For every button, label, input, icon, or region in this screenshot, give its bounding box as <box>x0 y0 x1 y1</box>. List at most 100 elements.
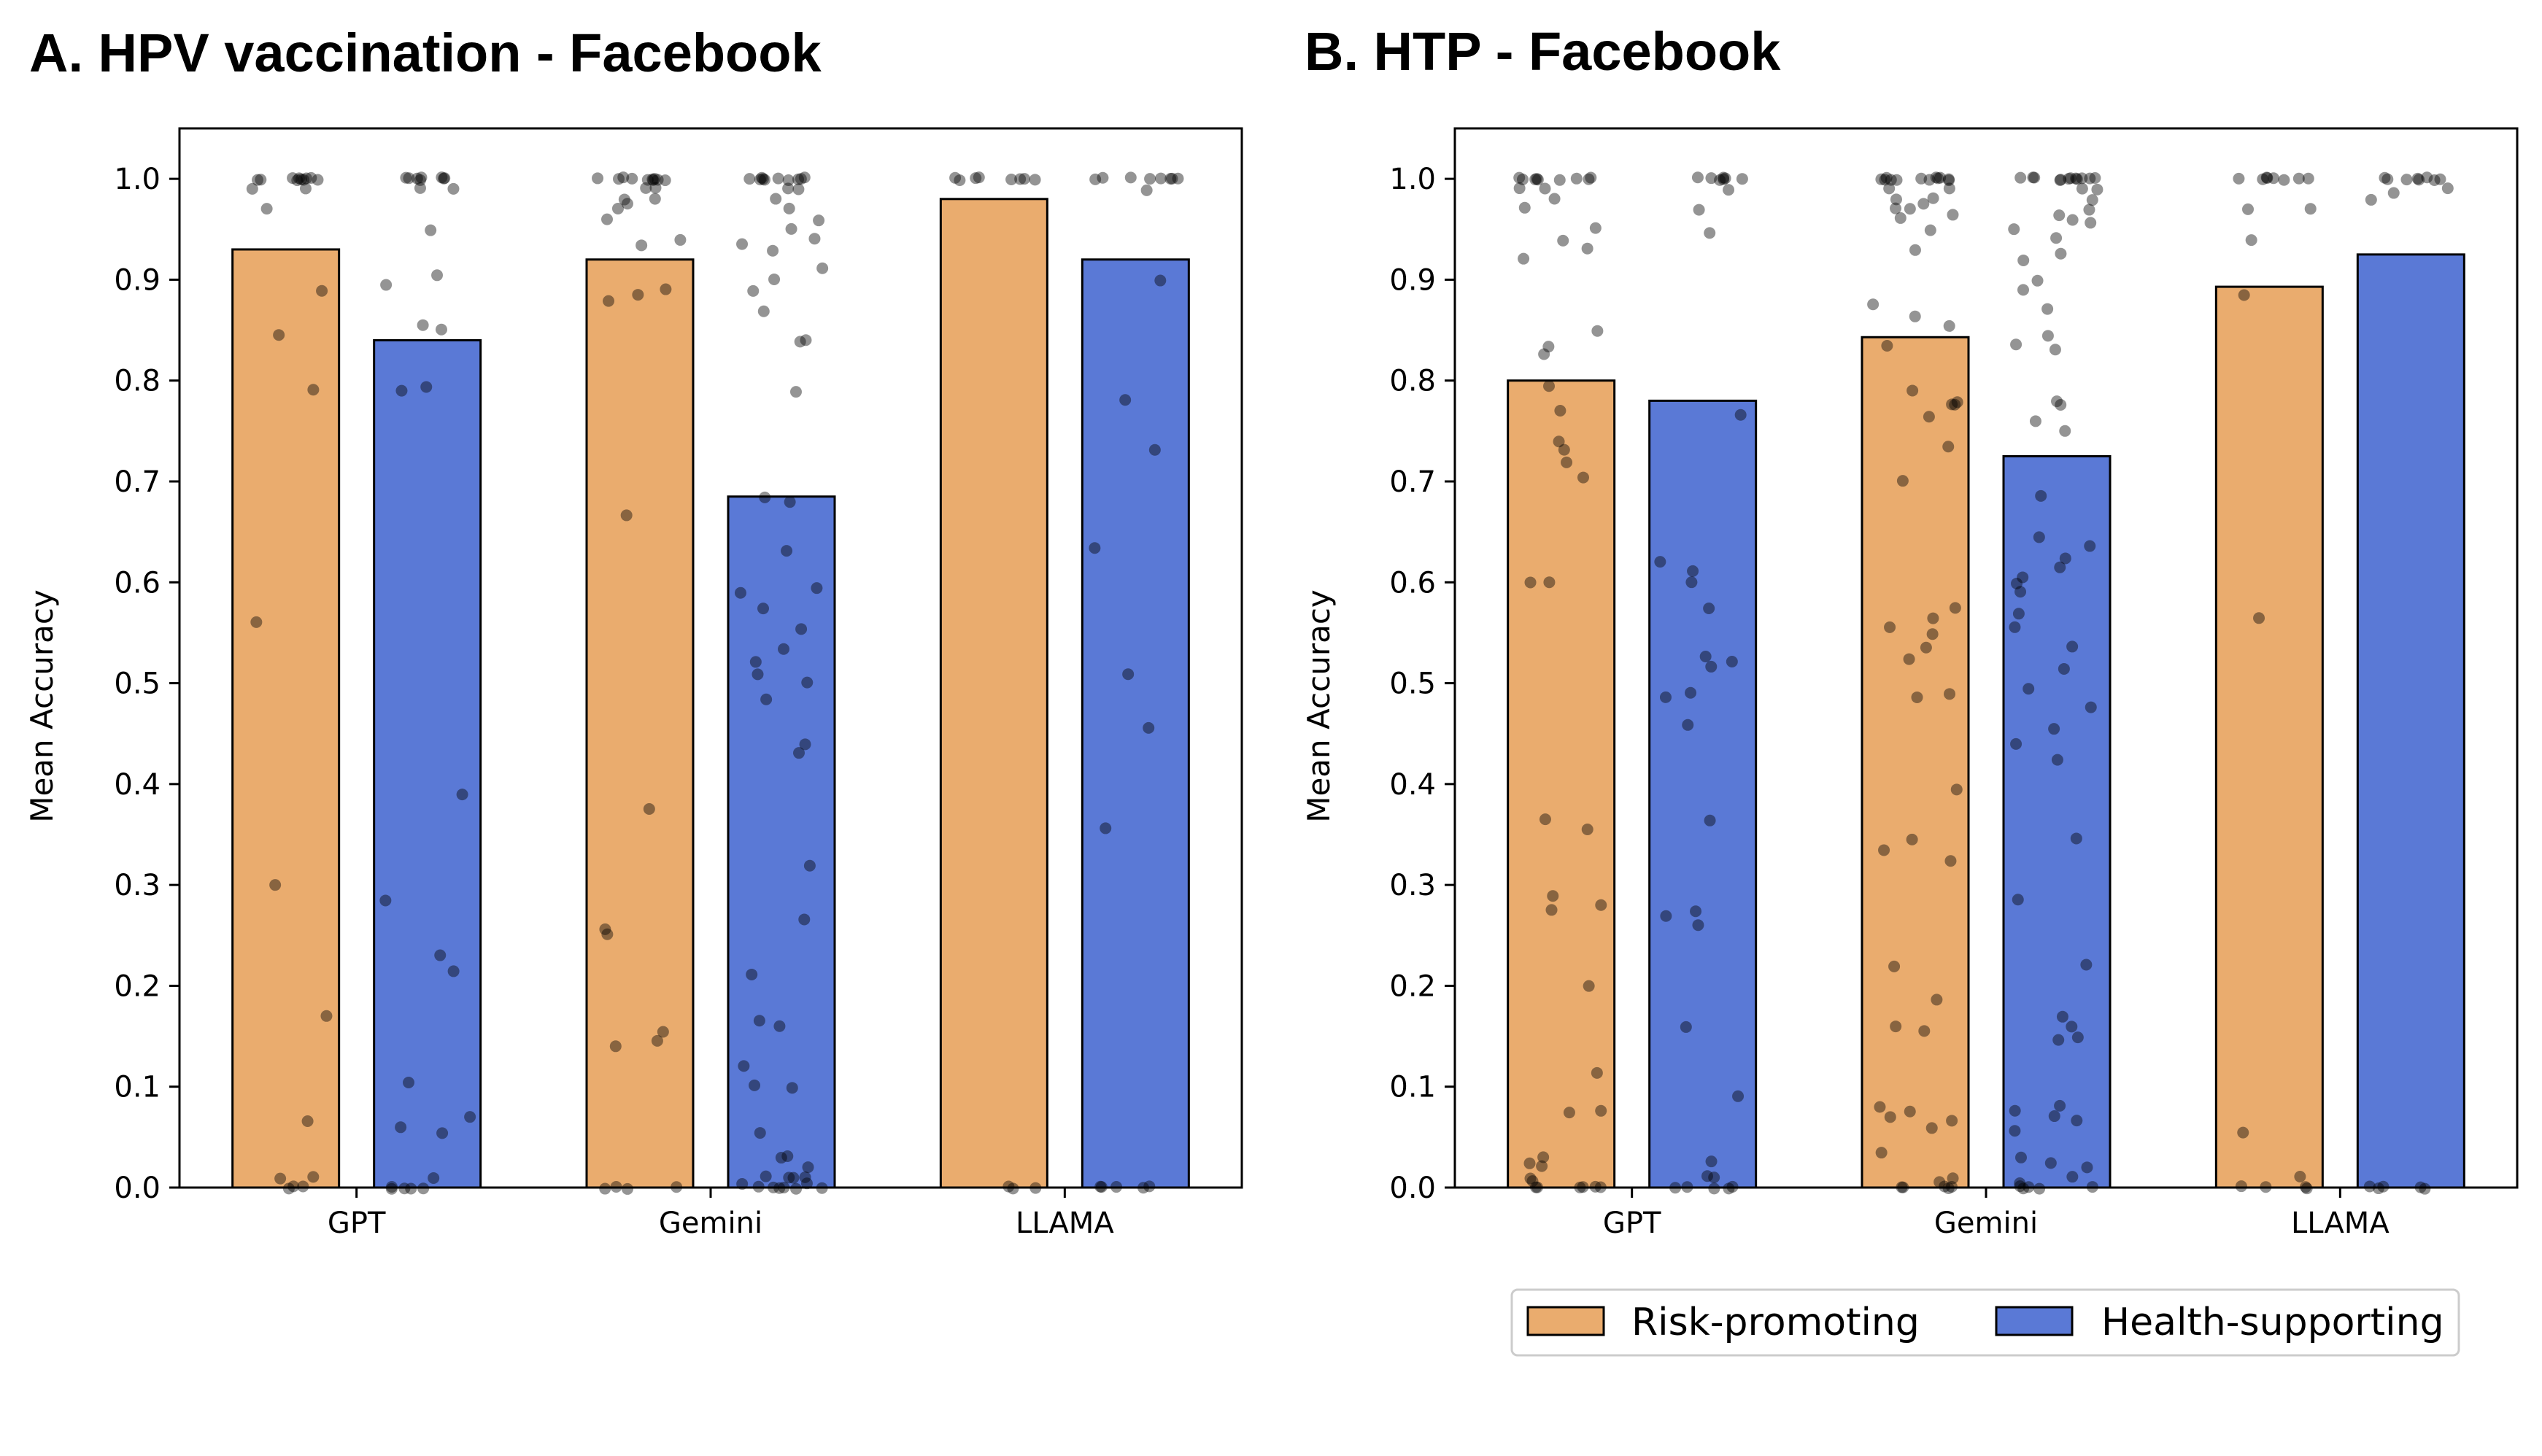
data-point <box>758 174 770 186</box>
bar-risk-promoting-llama <box>2214 285 2324 1189</box>
data-point <box>1904 1105 1916 1118</box>
data-point <box>782 174 795 187</box>
data-point <box>295 173 307 185</box>
data-point <box>790 1182 803 1195</box>
data-point <box>1874 1101 1886 1113</box>
data-point <box>612 173 625 185</box>
y-tick-label: 0.8 <box>1389 365 1436 398</box>
y-tick-label: 0.1 <box>1389 1071 1436 1104</box>
data-point <box>1704 814 1716 826</box>
data-point <box>1581 242 1593 255</box>
data-point <box>1558 444 1570 456</box>
data-point <box>293 172 305 185</box>
data-point <box>1923 411 1935 423</box>
data-point <box>438 172 450 185</box>
data-point <box>2066 1171 2079 1183</box>
data-point <box>380 279 393 291</box>
data-point <box>603 295 615 307</box>
data-point <box>2041 330 2054 342</box>
data-point <box>2063 173 2075 185</box>
data-point <box>1019 173 1031 185</box>
data-point <box>2014 1180 2026 1193</box>
data-point <box>2071 173 2083 185</box>
y-tick-label: 1.0 <box>114 163 161 196</box>
panel-a: A. HPV vaccination - Facebook Mean Accur… <box>24 23 1243 1240</box>
data-point <box>2413 174 2425 186</box>
y-tick-label: 0.5 <box>1389 667 1436 701</box>
data-point <box>1513 182 1526 195</box>
data-point <box>291 174 304 187</box>
data-point <box>599 923 611 935</box>
data-point <box>2233 172 2245 185</box>
data-point <box>1005 174 1018 186</box>
data-point <box>1867 298 1880 311</box>
data-point <box>647 174 660 186</box>
data-point <box>636 239 648 252</box>
data-point <box>816 262 829 274</box>
data-point <box>782 182 795 195</box>
data-point <box>2260 171 2273 184</box>
data-point <box>2237 1126 2249 1139</box>
data-point <box>803 859 816 872</box>
data-point <box>435 323 447 336</box>
data-point <box>1718 173 1730 185</box>
data-point <box>1523 1157 1536 1169</box>
data-point <box>1925 1122 1938 1134</box>
data-point <box>403 172 415 185</box>
data-point <box>2023 683 2035 695</box>
data-point <box>611 202 624 214</box>
data-point <box>1589 222 1602 234</box>
data-point <box>618 193 630 206</box>
data-point <box>1591 1066 1603 1079</box>
data-point <box>2076 172 2088 185</box>
data-point <box>785 222 797 235</box>
data-point <box>417 319 429 331</box>
data-point <box>1029 174 1041 186</box>
data-point <box>1946 1115 1958 1127</box>
data-point <box>800 1177 813 1190</box>
data-point <box>1890 1021 1902 1033</box>
data-point <box>1542 341 1555 353</box>
data-point <box>307 1171 320 1183</box>
data-point <box>2084 172 2096 185</box>
data-point <box>2387 187 2400 199</box>
data-point <box>772 172 784 185</box>
y-tick-label: 0.7 <box>114 465 161 499</box>
data-point <box>1524 1172 1537 1185</box>
data-point <box>1947 209 1959 221</box>
x-tick-label-gpt: GPT <box>328 1207 386 1240</box>
data-point <box>792 183 805 195</box>
data-point <box>2400 174 2413 186</box>
data-point <box>1920 641 1932 654</box>
data-point <box>1888 960 1901 972</box>
data-point <box>601 213 614 225</box>
data-point <box>1526 1175 1539 1188</box>
data-point <box>2033 531 2045 543</box>
data-point <box>2051 754 2063 766</box>
data-point <box>1543 576 1556 589</box>
data-point <box>447 965 460 977</box>
data-point <box>651 1034 663 1047</box>
data-point <box>973 171 985 184</box>
data-point <box>736 238 749 250</box>
data-point <box>1660 910 1672 922</box>
data-point <box>760 1170 772 1182</box>
data-point <box>2428 174 2441 186</box>
x-tick-label-gpt: GPT <box>1603 1207 1661 1240</box>
data-point <box>436 1127 449 1139</box>
data-point <box>2441 182 2454 195</box>
data-point <box>2085 701 2097 713</box>
data-point <box>1166 172 1178 185</box>
data-point <box>2059 552 2071 565</box>
y-tick-label: 0.0 <box>1389 1172 1436 1205</box>
data-point <box>789 386 802 398</box>
data-point <box>2009 621 2021 633</box>
data-point <box>298 174 310 186</box>
data-point <box>1143 721 1155 734</box>
data-point <box>2084 540 2096 552</box>
data-point <box>1654 556 1666 568</box>
data-point <box>621 1182 633 1195</box>
data-point <box>1518 252 1530 265</box>
data-point <box>2419 1182 2431 1195</box>
data-point <box>274 1172 287 1185</box>
